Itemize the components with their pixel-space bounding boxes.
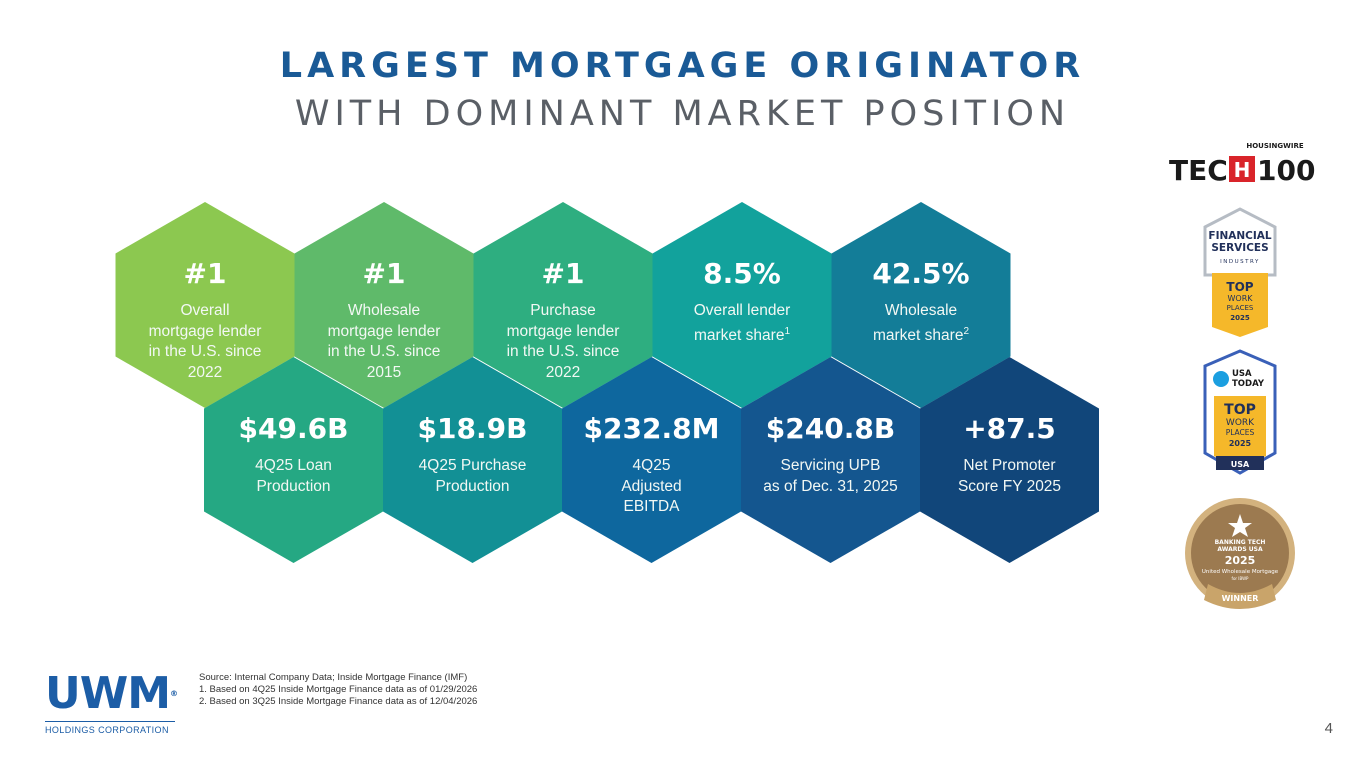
stat-label: 4Q25 Purchase Production — [383, 456, 563, 497]
svg-text:2025: 2025 — [1229, 439, 1252, 448]
stat-label-text: Overall lender market share — [693, 302, 791, 344]
stat-label-text: 4Q25 Purchase Production — [418, 457, 527, 495]
stat-hexagon — [383, 357, 562, 563]
svg-text:USA: USA — [1232, 369, 1252, 379]
footnote-1: 1. Based on 4Q25 Inside Mortgage Finance… — [199, 684, 478, 695]
stat-label: Purchase mortgage lender in the U.S. sin… — [473, 301, 653, 383]
stat-hexagon-text: $49.6B 4Q25 Loan Production — [204, 412, 384, 497]
stat-hexagon — [204, 357, 383, 563]
stat-label-text: 4Q25 Loan Production — [255, 457, 332, 495]
footnote-marker: 1 — [784, 325, 790, 337]
svg-text:TEC: TEC — [1169, 154, 1228, 187]
svg-text:TODAY: TODAY — [1232, 379, 1265, 389]
stat-label: Net Promoter Score FY 2025 — [920, 456, 1100, 497]
uwm-logo-wordmark: UWM — [45, 668, 171, 719]
stat-hexagon-text: $240.8B Servicing UPB as of Dec. 31, 2025 — [741, 412, 921, 497]
svg-text:PLACES: PLACES — [1226, 428, 1255, 437]
stat-value: 42.5% — [872, 257, 970, 290]
stat-value: $18.9B — [417, 412, 528, 445]
stat-hexagon — [562, 357, 741, 563]
stat-label-text: Purchase mortgage lender in the U.S. sin… — [506, 302, 620, 381]
stat-label-text: Wholesale mortgage lender in the U.S. si… — [327, 302, 441, 381]
stat-label: Overall mortgage lender in the U.S. sinc… — [115, 301, 295, 383]
stat-hexagon-text: 42.5% Wholesale market share2 — [831, 257, 1011, 346]
svg-text:TOP: TOP — [1224, 402, 1256, 418]
svg-text:United Wholesale Mortgage: United Wholesale Mortgage — [1202, 569, 1279, 575]
stat-value: #1 — [541, 257, 585, 290]
stat-label-text: Overall mortgage lender in the U.S. sinc… — [148, 302, 262, 381]
stat-label-text: 4Q25 Adjusted EBITDA — [621, 457, 682, 515]
svg-text:TOP: TOP — [1226, 280, 1253, 294]
stat-label: Wholesale market share2 — [831, 301, 1011, 346]
stat-hexagon-text: 8.5% Overall lender market share1 — [652, 257, 832, 346]
svg-text:2025: 2025 — [1225, 554, 1256, 567]
svg-text:PLACES: PLACES — [1227, 304, 1254, 312]
svg-text:SERVICES: SERVICES — [1211, 242, 1268, 254]
registered-mark: ® — [170, 689, 178, 698]
stat-label: Overall lender market share1 — [652, 301, 832, 346]
title-line-2: WITH DOMINANT MARKET POSITION — [294, 94, 1071, 134]
stat-value: #1 — [362, 257, 406, 290]
stat-label-text: Servicing UPB as of Dec. 31, 2025 — [763, 457, 898, 495]
stat-hexagon-text: #1 Wholesale mortgage lender in the U.S. … — [294, 257, 474, 383]
stat-label: Wholesale mortgage lender in the U.S. si… — [294, 301, 474, 383]
uwm-logo-subtitle: HOLDINGS CORPORATION — [45, 721, 175, 735]
stat-label: 4Q25 Loan Production — [204, 456, 384, 497]
uwm-logo: UWM® HOLDINGS CORPORATION — [45, 672, 178, 735]
stat-value: 8.5% — [703, 257, 781, 290]
footnote-marker: 2 — [963, 325, 969, 337]
stat-hexagon — [294, 202, 474, 408]
svg-text:WORK: WORK — [1226, 418, 1255, 428]
svg-text:2025: 2025 — [1230, 314, 1250, 322]
stat-hexagon-text: $232.8M 4Q25 Adjusted EBITDA — [562, 412, 742, 518]
stat-hexagon-text: #1 Purchase mortgage lender in the U.S. s… — [473, 257, 653, 383]
stat-hexagon — [473, 202, 653, 408]
svg-text:HOUSINGWIRE: HOUSINGWIRE — [1246, 142, 1303, 150]
svg-text:AWARDS USA: AWARDS USA — [1217, 546, 1263, 553]
stat-label: 4Q25 Adjusted EBITDA — [562, 456, 742, 518]
stat-value: $240.8B — [765, 412, 896, 445]
footnote-2: 2. Based on 3Q25 Inside Mortgage Finance… — [199, 696, 478, 707]
footnotes: Source: Internal Company Data; Inside Mo… — [199, 672, 477, 708]
financial-services-top-workplaces-badge: FINANCIAL SERVICES INDUSTRY TOP WORK PLA… — [1203, 207, 1277, 337]
stat-hexagon-text: +87.5 Net Promoter Score FY 2025 — [920, 412, 1100, 497]
stat-value: $232.8M — [583, 412, 720, 445]
stat-label-text: Wholesale market share — [872, 302, 964, 344]
stat-hexagon-text: #1 Overall mortgage lender in the U.S. si… — [115, 257, 295, 383]
footnote-source: Source: Internal Company Data; Inside Mo… — [199, 672, 468, 683]
stat-value: +87.5 — [963, 412, 1056, 445]
usa-today-top-workplaces-badge: USA TODAY TOP WORK PLACES 2025 USA — [1203, 349, 1277, 475]
svg-text:WINNER: WINNER — [1222, 594, 1259, 603]
stat-value: #1 — [183, 257, 227, 290]
housingwire-tech100-logo: HOUSINGWIRE TEC H 100 — [1169, 142, 1315, 187]
stat-hexagon — [920, 357, 1099, 563]
stat-hexagon — [652, 202, 832, 408]
svg-text:FINANCIAL: FINANCIAL — [1208, 230, 1272, 242]
stat-hexagon-text: $18.9B 4Q25 Purchase Production — [383, 412, 563, 497]
stat-label-text: Net Promoter Score FY 2025 — [957, 457, 1062, 495]
banking-tech-awards-medal: BANKING TECH AWARDS USA 2025 United Whol… — [1185, 498, 1295, 609]
svg-text:WORK: WORK — [1227, 294, 1253, 303]
svg-text:INDUSTRY: INDUSTRY — [1220, 259, 1260, 265]
svg-text:for IBWP: for IBWP — [1232, 576, 1250, 581]
svg-text:H: H — [1234, 158, 1251, 182]
title-line-1: LARGEST MORTGAGE ORIGINATOR — [279, 46, 1086, 86]
svg-text:100: 100 — [1257, 154, 1315, 187]
stat-hexagon — [831, 202, 1011, 408]
stat-hexagon — [741, 357, 920, 563]
svg-text:USA: USA — [1231, 460, 1250, 469]
page-number: 4 — [1324, 720, 1333, 737]
stat-hexagon — [115, 202, 295, 408]
svg-text:BANKING TECH: BANKING TECH — [1215, 539, 1266, 546]
stat-label: Servicing UPB as of Dec. 31, 2025 — [741, 456, 921, 497]
stat-value: $49.6B — [238, 412, 349, 445]
